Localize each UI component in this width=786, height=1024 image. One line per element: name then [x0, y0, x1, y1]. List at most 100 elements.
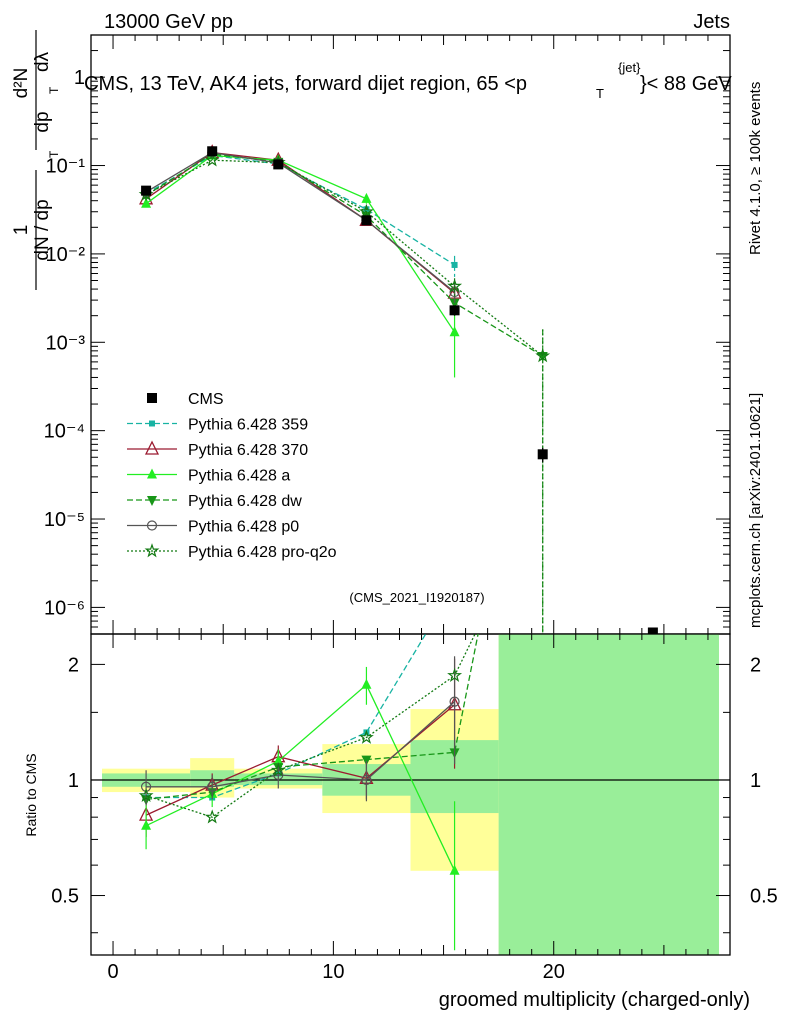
legend-item-cms: CMS	[147, 391, 224, 408]
ratio-data-point	[138, 787, 154, 802]
main-y-tick-label: 1	[74, 67, 85, 89]
data-point	[449, 326, 460, 337]
title-sub: T	[596, 86, 604, 101]
ratio-data-point	[361, 678, 372, 689]
process-label: Jets	[693, 11, 730, 33]
legend-label: Pythia 6.428 a	[188, 468, 290, 485]
series-line	[145, 153, 544, 357]
cms-data-point	[449, 305, 460, 316]
legend-label: Pythia 6.428 p0	[188, 519, 299, 536]
cms-data-point	[361, 215, 372, 226]
legend-marker	[144, 440, 160, 455]
cms-data-point	[537, 449, 548, 460]
main-frame	[90, 34, 731, 635]
data-point	[204, 152, 220, 167]
legend-item: Pythia 6.428 359	[127, 417, 308, 434]
ratio-data-point	[361, 774, 372, 786]
main-y-tick-label: 10⁻⁶	[44, 597, 85, 619]
legend-item: Pythia 6.428 a	[127, 468, 290, 485]
energy-label: 13000 GeV pp	[104, 11, 233, 33]
mcplots-label: mcplots.cern.ch [arXiv:2401.10621]	[747, 393, 764, 628]
ratio-xlabel: groomed multiplicity (charged-only)	[439, 989, 750, 1011]
series-line	[145, 151, 456, 293]
ratio-ylabel: Ratio to CMS	[23, 753, 39, 836]
ratio-x-tick-label: 10	[322, 961, 344, 983]
data-point	[361, 192, 372, 203]
series-line	[145, 154, 456, 333]
legend-item: Pythia 6.428 dw	[127, 493, 302, 510]
ylabel-dndpt: dN / dp	[32, 199, 53, 260]
cms-data-point	[207, 146, 218, 157]
title-main: CMS, 13 TeV, AK4 jets, forward dijet reg…	[84, 73, 527, 95]
legend-marker	[147, 496, 157, 506]
legend-marker	[149, 420, 155, 427]
plot-title: CMS, 13 TeV, AK4 jets, forward dijet reg…	[84, 60, 732, 101]
ratio-y-tick-label: 1	[68, 770, 79, 792]
analysis-label: (CMS_2021_I1920187)	[349, 590, 484, 605]
series-line	[145, 151, 456, 294]
legend-label: Pythia 6.428 370	[188, 442, 308, 459]
legend-item: Pythia 6.428 370	[127, 440, 308, 459]
ratio-data-point	[207, 781, 218, 792]
ratio-series-pythia-6-428-pro-q2o	[138, 634, 476, 824]
main-y-tick-label: 10⁻²	[46, 244, 86, 266]
ratio-data-point	[273, 755, 284, 766]
main-y-tick-label: 10⁻¹	[46, 156, 86, 178]
cms-data-point	[273, 159, 284, 170]
main-y-tick-label: 10⁻⁴	[44, 421, 85, 443]
cms-data-point	[141, 185, 152, 196]
ratio-data-point	[273, 769, 284, 781]
legend-label: Pythia 6.428 dw	[188, 493, 302, 510]
ratio-data-point	[270, 762, 286, 777]
ratio-panel: 0 10 20 0.5 0.5 1 1 2 2	[51, 633, 778, 983]
title-sup: {jet}	[618, 60, 641, 75]
ratio-band-green	[498, 634, 719, 955]
series-cms	[141, 146, 658, 634]
main-series-group	[138, 144, 658, 634]
ylabel-dp-sub: T	[47, 86, 61, 94]
ratio-series-pythia-6-428-a	[141, 666, 460, 951]
title-end: }< 88 GeV	[640, 73, 732, 95]
ylabel-one: 1	[11, 225, 32, 236]
ratio-data-point	[141, 819, 152, 830]
cms-data-point	[647, 627, 658, 634]
ratio-data-point	[449, 864, 460, 875]
data-point	[141, 197, 152, 208]
legend-item: Pythia 6.428 pro-q2o	[127, 543, 337, 561]
main-y-tick-label: 10⁻⁵	[44, 509, 85, 531]
data-point	[449, 298, 460, 309]
main-y-tick-label: 10⁻³	[46, 332, 86, 354]
ratio-data-point	[361, 755, 372, 766]
ylabel-d2n: d²N	[11, 68, 32, 99]
ratio-y-tick-label-right: 0.5	[750, 886, 778, 908]
legend-item: Pythia 6.428 p0	[127, 519, 299, 536]
ratio-data-point	[447, 667, 463, 682]
main-ylabel: 1 dN / dp T d²N dp T dλ	[11, 30, 61, 290]
ratio-series-line	[146, 634, 479, 801]
ratio-x-tick-label: 0	[107, 961, 118, 983]
ratio-series-group	[138, 634, 479, 951]
legend-marker	[147, 393, 157, 403]
ratio-series-line	[145, 634, 476, 818]
legend-marker	[146, 520, 158, 531]
ylabel-dlambda: dλ	[32, 51, 53, 72]
ratio-y-tick-label: 0.5	[51, 886, 79, 908]
ylabel-dp: dp	[32, 111, 53, 132]
data-point	[358, 203, 374, 219]
ratio-data-point	[358, 729, 374, 744]
legend-label: Pythia 6.428 pro-q2o	[188, 544, 337, 561]
ratio-y-tick-label-right: 2	[750, 654, 761, 676]
ratio-data-point	[449, 696, 460, 707]
data-point	[535, 348, 551, 363]
ratio-x-tick-label: 20	[543, 961, 565, 983]
series-pythia-6-428-a	[141, 149, 460, 378]
ratio-y-tick-label: 2	[68, 654, 79, 676]
legend-marker	[144, 543, 160, 558]
series-line	[145, 154, 455, 266]
legend-marker	[147, 468, 157, 479]
rivet-label: Rivet 4.1.0, ≥ 100k events	[747, 82, 764, 255]
ratio-frame	[90, 633, 731, 956]
ratio-y-tick-label-right: 1	[750, 770, 761, 792]
series-pythia-6-428-p0	[140, 147, 460, 303]
ylabel-dndpt-sub: T	[47, 150, 61, 158]
